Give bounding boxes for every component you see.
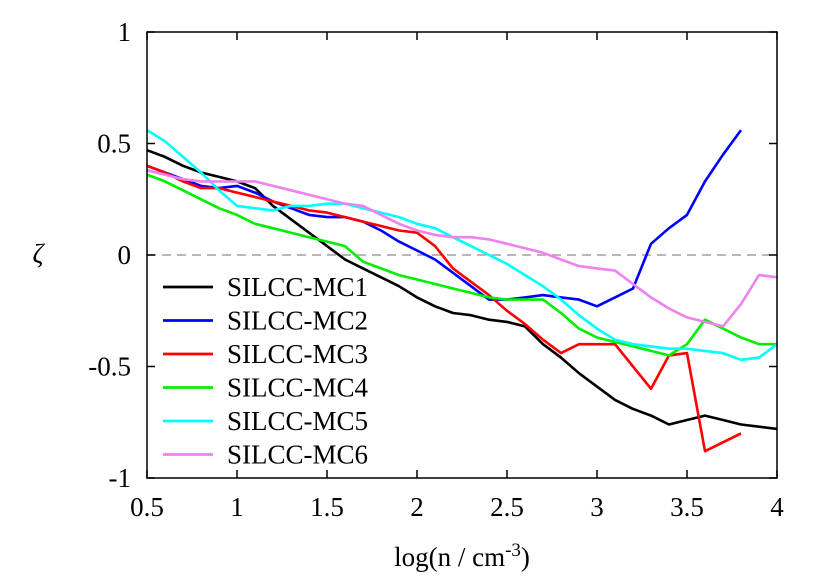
series-line-silcc-mc4 xyxy=(146,173,777,357)
series-layer xyxy=(146,128,778,453)
x-axis-label-sup: -3 xyxy=(505,540,521,561)
x-tick-label: 3.5 xyxy=(670,492,704,522)
legend-label: SILCC-MC2 xyxy=(227,306,368,336)
legend-label: SILCC-MC6 xyxy=(227,440,368,470)
x-tick-label: 4 xyxy=(770,492,784,522)
x-axis-label-end: ) xyxy=(521,542,530,572)
x-tick-label: 1.5 xyxy=(310,492,344,522)
series-line-silcc-mc5 xyxy=(146,128,778,362)
y-tick-label: 0.5 xyxy=(97,129,131,159)
x-tick-label: 2.5 xyxy=(490,492,524,522)
y-tick-label: -0.5 xyxy=(88,352,131,382)
x-tick-label: 3 xyxy=(590,492,604,522)
series-line-silcc-mc6 xyxy=(146,169,778,328)
y-tick-label: -1 xyxy=(109,463,132,493)
legend: SILCC-MC1SILCC-MC2SILCC-MC3SILCC-MC4SILC… xyxy=(163,272,369,470)
legend-label: SILCC-MC1 xyxy=(227,272,368,302)
series-line-silcc-mc1 xyxy=(146,148,778,431)
y-tick-label: 1 xyxy=(118,17,132,47)
series-line-silcc-mc3 xyxy=(146,164,742,453)
x-axis-label: log(n / cm-3) xyxy=(394,540,530,573)
legend-label: SILCC-MC5 xyxy=(227,406,368,436)
legend-label: SILCC-MC4 xyxy=(227,373,369,403)
series-line-silcc-mc2 xyxy=(146,129,743,308)
x-tick-label: 1 xyxy=(230,492,244,522)
x-tick-label: 2 xyxy=(410,492,424,522)
y-tick-label: 0 xyxy=(118,240,132,270)
legend-label: SILCC-MC3 xyxy=(227,339,368,369)
x-tick-label: 0.5 xyxy=(130,492,164,522)
y-axis-label: ζ xyxy=(33,239,46,269)
ticks-layer: 0.5 1 1.5 2 2.5 3 3.5 4 -1 -0.5 0 0.5 1 xyxy=(88,17,784,522)
x-axis-label-main: log(n / cm xyxy=(394,542,505,572)
